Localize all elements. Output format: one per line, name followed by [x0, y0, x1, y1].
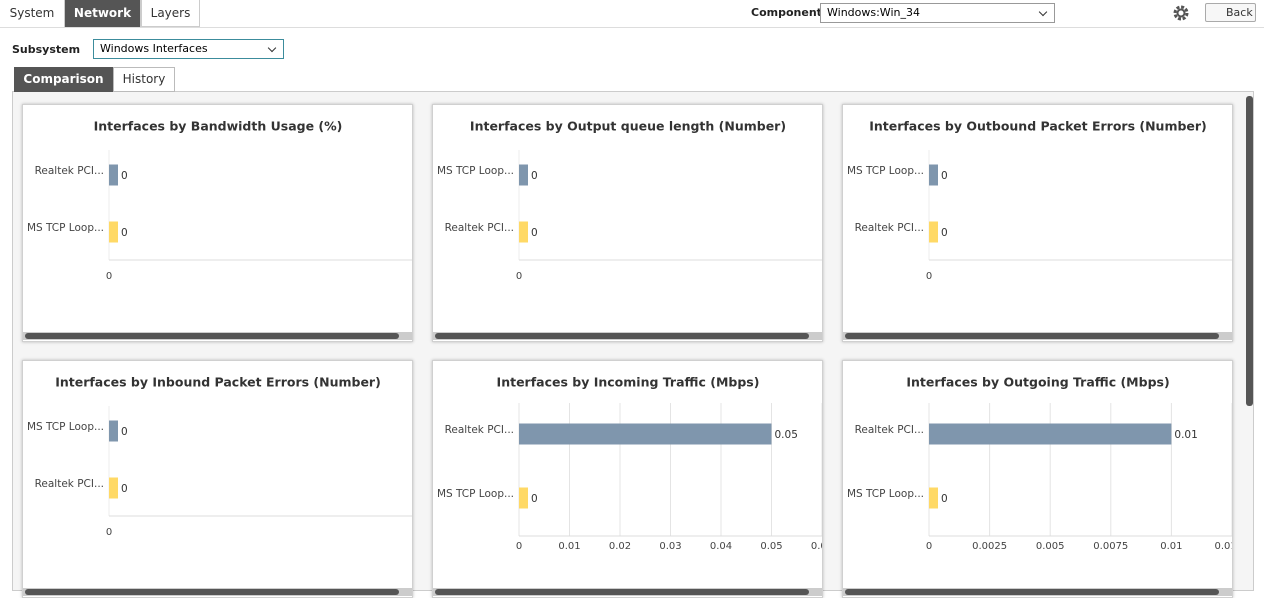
bar [519, 487, 528, 509]
x-tick-label: 0 [516, 541, 522, 552]
x-tick-label: 0.03 [659, 541, 681, 552]
value-label: 0 [941, 227, 948, 239]
category-label: MS TCP Loop... [847, 165, 924, 177]
category-label: MS TCP Loop... [27, 421, 104, 433]
subsystem-label: Subsystem [12, 43, 81, 56]
category-label: Realtek PCI... [445, 424, 514, 436]
category-label: Realtek PCI... [855, 222, 924, 234]
bar [929, 221, 938, 243]
x-tick-label: 0.0025 [972, 541, 1007, 552]
scroll-thumb [845, 589, 1219, 595]
value-label: 0 [121, 426, 128, 438]
x-tick-label: 0 [106, 527, 112, 538]
value-label: 0 [121, 170, 128, 182]
x-tick-label: 0 [516, 271, 522, 282]
x-tick-label: 0 [106, 271, 112, 282]
chart-title: Interfaces by Incoming Traffic (Mbps) [497, 375, 760, 390]
chart: Interfaces by Outbound Packet Errors (Nu… [843, 119, 1232, 340]
bar [519, 164, 528, 186]
value-label: 0 [531, 493, 538, 505]
component-select[interactable]: Windows:Win_34 [820, 3, 1055, 23]
category-label: MS TCP Loop... [437, 488, 514, 500]
x-tick-label: 0 [926, 271, 932, 282]
x-tick-label: 0.04 [710, 541, 732, 552]
chart-panel: Interfaces by Inbound Packet Errors (Num… [22, 360, 413, 598]
back-button[interactable]: Back [1205, 3, 1256, 22]
value-label: 0 [941, 493, 948, 505]
x-tick-label: 0.01 [1160, 541, 1182, 552]
value-label: 0 [941, 170, 948, 182]
subtab[interactable]: History [113, 67, 175, 92]
bar [519, 423, 772, 445]
bar [109, 221, 118, 243]
chart-panel: Interfaces by Incoming Traffic (Mbps) 0 0.… [432, 360, 823, 598]
category-label: Realtek PCI... [35, 165, 104, 177]
value-label: 0.01 [1174, 429, 1197, 441]
chart: Interfaces by Incoming Traffic (Mbps) 0 0.… [433, 375, 822, 596]
scroll-thumb [435, 589, 809, 595]
subtab-active[interactable]: Comparison [14, 67, 113, 92]
x-tick-label: 0.06 [811, 541, 822, 552]
x-tick-label: 0.0075 [1093, 541, 1128, 552]
chart-panel: Interfaces by Outgoing Traffic (Mbps) 0 0.… [842, 360, 1233, 598]
bar [929, 423, 1172, 445]
scroll-thumb [25, 589, 399, 595]
bar [109, 164, 118, 186]
value-label: 0 [531, 227, 538, 239]
value-label: 0 [121, 483, 128, 495]
x-tick-label: 0.005 [1036, 541, 1065, 552]
chart-panel: Interfaces by Output queue length (Numbe… [432, 104, 823, 342]
chart: Interfaces by Outgoing Traffic (Mbps) 0 0.… [843, 375, 1233, 596]
bar [519, 221, 528, 243]
scroll-thumb [435, 333, 809, 339]
chart: Interfaces by Bandwidth Usage (%) 0 Realte… [23, 119, 412, 340]
bar [929, 164, 938, 186]
category-label: MS TCP Loop... [27, 222, 104, 234]
subsystem-select[interactable]: Windows Interfaces [93, 39, 284, 59]
vertical-scrollbar[interactable] [1246, 96, 1253, 406]
category-label: Realtek PCI... [35, 478, 104, 490]
x-tick-label: 0 [926, 541, 932, 552]
settings-icon[interactable] [1172, 4, 1190, 22]
chart-panel: Interfaces by Bandwidth Usage (%) 0 Realte… [22, 104, 413, 342]
chart: Interfaces by Inbound Packet Errors (Num… [23, 375, 412, 596]
chart-title: Interfaces by Inbound Packet Errors (Num… [55, 375, 381, 390]
value-label: 0.05 [775, 429, 798, 441]
bar [929, 487, 938, 509]
chart: Interfaces by Output queue length (Numbe… [433, 119, 822, 340]
chart-title: Interfaces by Bandwidth Usage (%) [94, 119, 343, 134]
page: System Network Layers Component Windows:… [0, 0, 1264, 584]
category-label: Realtek PCI... [445, 222, 514, 234]
category-label: MS TCP Loop... [437, 165, 514, 177]
x-tick-label: 0.02 [609, 541, 631, 552]
scroll-thumb [845, 333, 1219, 339]
component-label: Component [751, 6, 822, 19]
chart-title: Interfaces by Outbound Packet Errors (Nu… [869, 119, 1207, 134]
x-tick-label: 0.0125 [1215, 541, 1233, 552]
bar [109, 477, 118, 499]
category-label: MS TCP Loop... [847, 488, 924, 500]
x-tick-label: 0.01 [558, 541, 580, 552]
scroll-thumb [25, 333, 399, 339]
chart-panel: Interfaces by Outbound Packet Errors (Nu… [842, 104, 1233, 342]
chart-title: Interfaces by Outgoing Traffic (Mbps) [906, 375, 1169, 390]
tab[interactable]: Layers [141, 0, 200, 27]
value-label: 0 [531, 170, 538, 182]
category-label: Realtek PCI... [855, 424, 924, 436]
bar [109, 420, 118, 442]
tab-active[interactable]: Network [65, 0, 141, 27]
x-tick-label: 0.05 [760, 541, 782, 552]
tab[interactable]: System [0, 0, 65, 27]
value-label: 0 [121, 227, 128, 239]
chart-title: Interfaces by Output queue length (Numbe… [470, 119, 786, 134]
